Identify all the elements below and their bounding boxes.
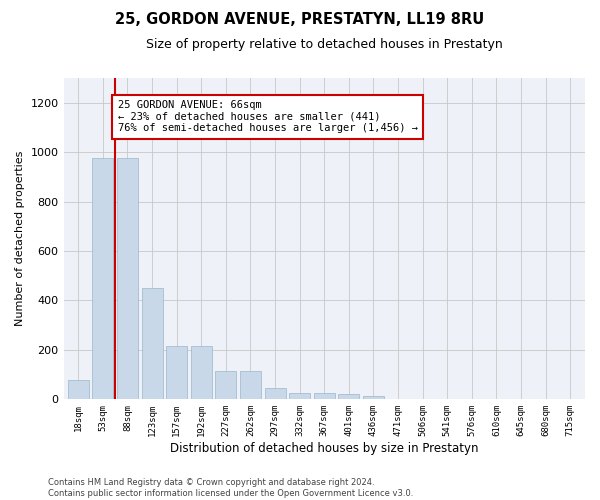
Bar: [240, 371, 261, 400]
Bar: [338, 394, 359, 400]
Bar: [215, 371, 236, 400]
Bar: [142, 288, 163, 400]
Text: Contains HM Land Registry data © Crown copyright and database right 2024.
Contai: Contains HM Land Registry data © Crown c…: [48, 478, 413, 498]
Bar: [117, 158, 138, 400]
Y-axis label: Number of detached properties: Number of detached properties: [15, 151, 25, 326]
Title: Size of property relative to detached houses in Prestatyn: Size of property relative to detached ho…: [146, 38, 503, 51]
Bar: [289, 393, 310, 400]
Text: 25 GORDON AVENUE: 66sqm
← 23% of detached houses are smaller (441)
76% of semi-d: 25 GORDON AVENUE: 66sqm ← 23% of detache…: [118, 100, 418, 134]
Bar: [314, 393, 335, 400]
Bar: [68, 380, 89, 400]
Text: 25, GORDON AVENUE, PRESTATYN, LL19 8RU: 25, GORDON AVENUE, PRESTATYN, LL19 8RU: [115, 12, 485, 28]
Bar: [191, 346, 212, 400]
Bar: [92, 158, 113, 400]
Bar: [363, 396, 384, 400]
Bar: [265, 388, 286, 400]
X-axis label: Distribution of detached houses by size in Prestatyn: Distribution of detached houses by size …: [170, 442, 479, 455]
Bar: [166, 346, 187, 400]
